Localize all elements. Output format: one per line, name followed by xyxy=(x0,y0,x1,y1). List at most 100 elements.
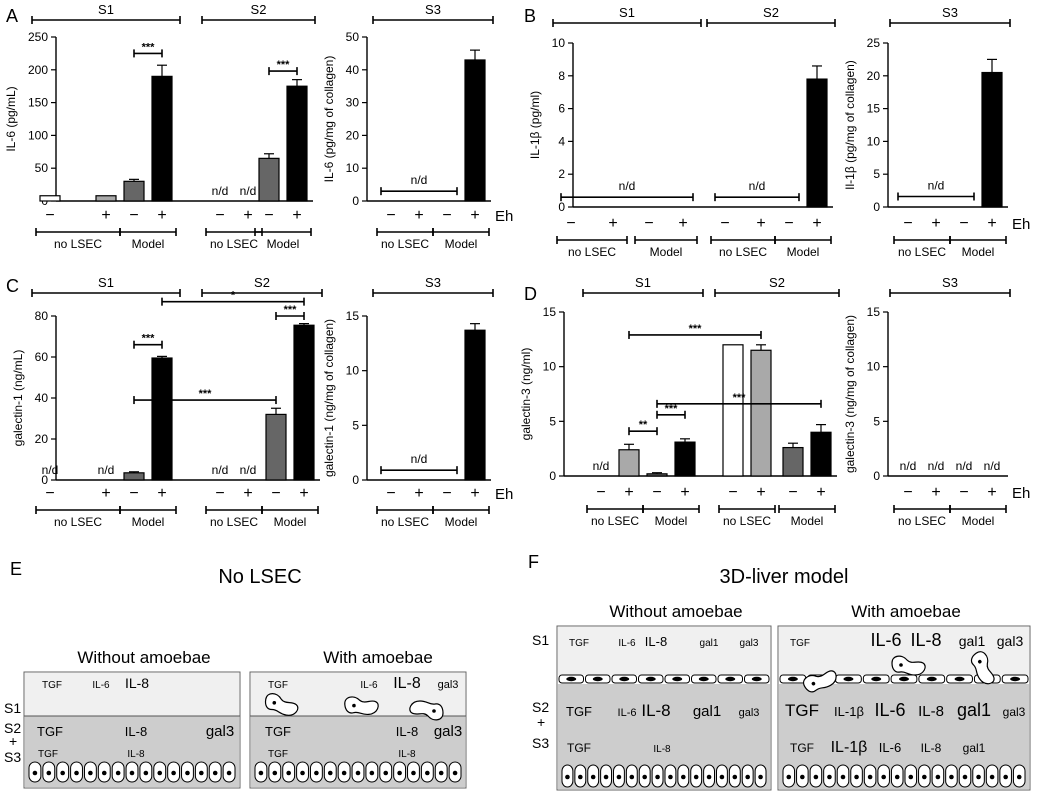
amoeba-nucleus xyxy=(432,709,436,713)
lsec-nucleus xyxy=(592,676,603,682)
group-label: Model xyxy=(132,515,165,529)
amoeba-nucleus xyxy=(899,663,903,667)
condition-label: − xyxy=(442,207,451,224)
group-label: Model xyxy=(445,237,478,251)
lsec-nucleus xyxy=(672,676,683,682)
y-tick-label: 25 xyxy=(867,36,881,50)
amoeba xyxy=(970,651,995,685)
chart-a2: 0 10 20 30 40 50 IL-6 (pg/mg of collagen) − + − + n… xyxy=(322,2,513,251)
hepatocyte-nucleus xyxy=(272,770,278,776)
hepatocyte-nucleus xyxy=(327,770,333,776)
lsec-nucleus xyxy=(787,676,798,682)
y-tick-label: 30 xyxy=(346,96,360,110)
nd-label: n/d xyxy=(928,459,945,473)
hepatocyte-nucleus xyxy=(226,770,232,776)
group-label: Model xyxy=(650,245,683,259)
bar xyxy=(286,85,308,202)
bar xyxy=(722,344,744,477)
segment-label: S3 xyxy=(425,2,441,17)
amoeba-nucleus xyxy=(272,700,277,705)
amoeba xyxy=(891,655,926,676)
significance-label: *** xyxy=(733,392,747,404)
y-tick-label: 150 xyxy=(28,96,48,110)
y-tick-label: 100 xyxy=(28,128,48,142)
lsec-nucleus xyxy=(926,676,937,682)
bar xyxy=(39,195,61,202)
hepatocyte-nucleus xyxy=(668,774,673,780)
amoeba-nucleus xyxy=(352,703,356,708)
panel-letter-b: B xyxy=(524,6,536,26)
hepatocyte-nucleus xyxy=(706,774,712,780)
group-label: no LSEC xyxy=(210,515,258,529)
hepatocyte-nucleus xyxy=(341,770,347,776)
hepatocyte-nucleus xyxy=(655,774,660,780)
hepatocyte-nucleus xyxy=(46,770,52,776)
y-tick-label: 0 xyxy=(549,469,556,483)
condition-label: − xyxy=(215,207,224,224)
nd-label: n/d xyxy=(593,459,610,473)
s1-cytokine: IL-6 xyxy=(870,630,901,650)
s3-cytokine: IL-8 xyxy=(653,744,671,755)
amoeba xyxy=(264,693,299,716)
significance-label: *** xyxy=(689,323,703,335)
hepatocyte-nucleus xyxy=(827,774,832,780)
significance-label: *** xyxy=(142,333,156,345)
hepatocyte-nucleus xyxy=(438,770,444,776)
hepatocyte-nucleus xyxy=(616,774,622,780)
lsec-nucleus xyxy=(871,676,882,682)
hepatocyte-nucleus xyxy=(212,770,218,776)
panel-e-row-s3: S3 xyxy=(4,749,21,765)
nd-label: n/d xyxy=(956,459,973,473)
group-label: no LSEC xyxy=(381,237,429,251)
panel-f-row-plus: + xyxy=(537,714,545,730)
segment-label: S2 xyxy=(769,275,785,290)
condition-label: + xyxy=(299,485,308,502)
condition-label: − xyxy=(264,207,273,224)
hepatocyte-nucleus xyxy=(758,774,763,780)
hepatocyte-nucleus xyxy=(157,770,163,776)
hepatocyte-nucleus xyxy=(300,770,305,776)
lsec-nucleus xyxy=(645,676,656,682)
significance-label: * xyxy=(231,290,236,302)
s2-cytokine: IL-1β xyxy=(834,704,864,719)
hepatocyte-nucleus xyxy=(452,770,458,776)
hepatocyte-nucleus xyxy=(578,774,583,780)
segment-label: S3 xyxy=(425,275,441,290)
hepatocyte-nucleus xyxy=(74,770,79,776)
condition-label: + xyxy=(608,215,617,232)
nd-span-label: n/d xyxy=(928,179,945,193)
bar xyxy=(258,157,280,202)
eh-label: Eh xyxy=(1012,216,1030,233)
condition-label: + xyxy=(414,485,423,502)
condition-label: − xyxy=(788,484,797,501)
s1-cytokine: gal1 xyxy=(700,638,719,649)
hepatocyte-nucleus xyxy=(88,770,93,776)
condition-label: + xyxy=(157,207,166,224)
y-axis-label: galectin-3 (ng/mg of collagen) xyxy=(843,315,857,473)
condition-label: − xyxy=(959,484,968,501)
s2-cytokine: gal1 xyxy=(693,703,721,720)
s2-cytokine: gal3 xyxy=(206,723,234,740)
lsec-nucleus xyxy=(954,676,965,682)
bar xyxy=(618,449,640,477)
hepatocyte-nucleus xyxy=(101,770,107,776)
bar xyxy=(981,71,1003,208)
s2-cytokine: gal3 xyxy=(1003,705,1026,719)
condition-label: − xyxy=(566,215,575,232)
group-label: Model xyxy=(445,515,478,529)
y-tick-label: 0 xyxy=(41,473,48,487)
y-tick-label: 10 xyxy=(552,36,566,50)
chart-a1: 050100150200250IL-6 (pg/mL)−+−+n/d−n/d+−… xyxy=(4,2,316,251)
bar-charts: 050100150200250IL-6 (pg/mL)−+−+n/d−n/d+−… xyxy=(4,2,1030,529)
s2-cytokine: gal1 xyxy=(957,700,991,720)
group-label: no LSEC xyxy=(591,514,639,528)
y-tick-label: 0 xyxy=(873,200,880,214)
condition-label: + xyxy=(816,484,825,501)
bar xyxy=(646,473,668,477)
hepatocyte-nucleus xyxy=(800,774,805,780)
group-label: Model xyxy=(791,514,824,528)
s3-cytokine: IL-8 xyxy=(127,749,145,760)
y-tick-label: 15 xyxy=(867,102,881,116)
hepatocyte-nucleus xyxy=(813,774,819,780)
